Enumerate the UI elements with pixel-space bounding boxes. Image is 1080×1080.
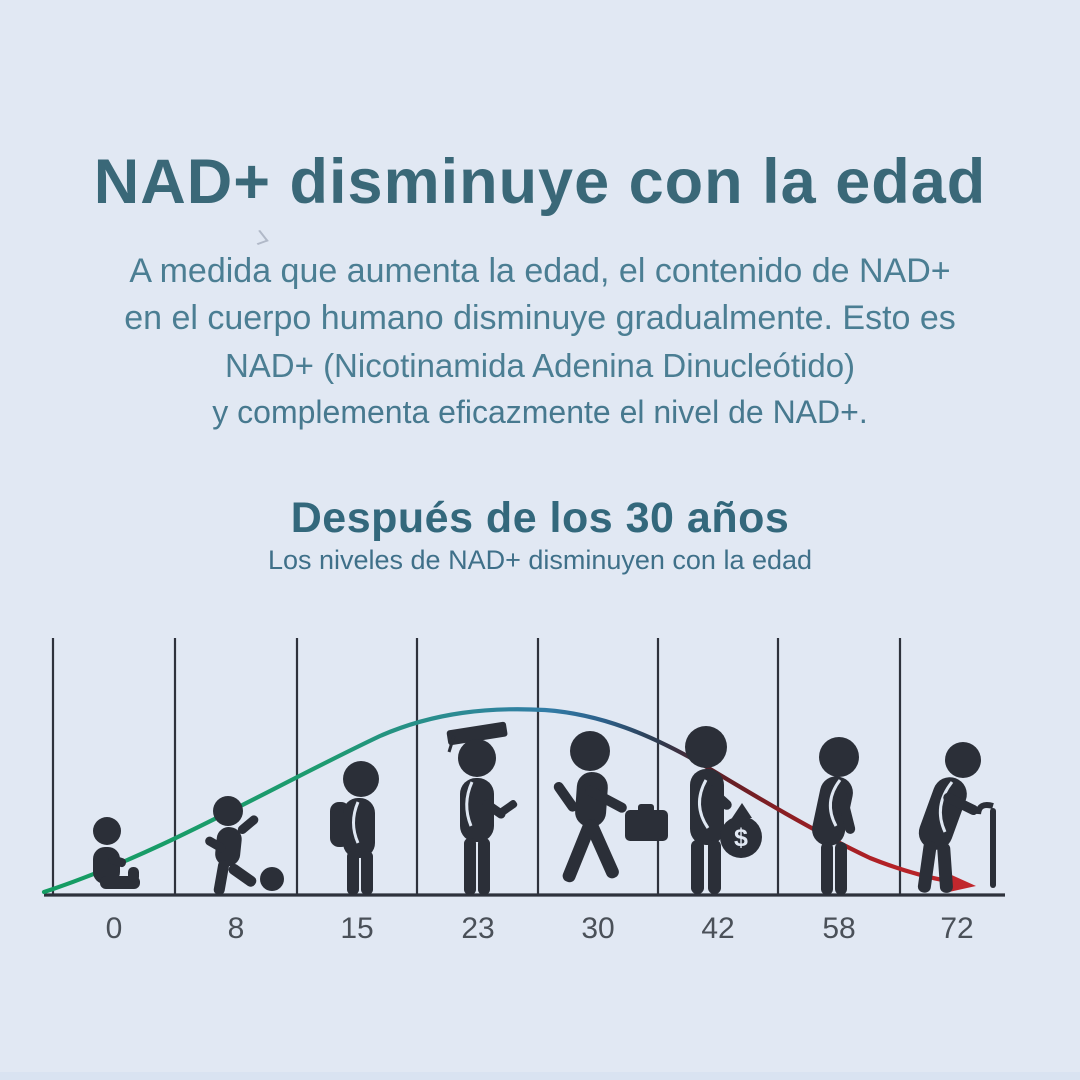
- stray-pen-mark: [249, 230, 269, 245]
- intro-line-1: A medida que aumenta la edad, el conteni…: [129, 252, 951, 290]
- age-tick-label: 42: [701, 912, 735, 945]
- man-money-bag-icon: $: [685, 726, 762, 894]
- elderly-cane-icon: [917, 742, 996, 893]
- intro-line-4: y complementa eficazmente el nivel de NA…: [212, 394, 868, 430]
- teen-backpack-icon: [330, 761, 379, 895]
- age-tick-label: 8: [227, 912, 245, 945]
- section-heading: Después de los 30 años: [290, 494, 790, 542]
- baby-sitting-icon: [93, 817, 140, 889]
- bottom-edge-band: [0, 1072, 1080, 1080]
- nad-level-curve: [41, 707, 951, 895]
- section-subheading: Los niveles de NAD+ disminuyen con la ed…: [267, 545, 813, 575]
- adult-briefcase-icon: [553, 731, 668, 883]
- page-title: NAD+ disminuye con la edad: [93, 147, 987, 218]
- age-tick-label: 15: [340, 912, 374, 945]
- intro-paragraph: A medida que aumenta la edad, el conteni…: [0, 248, 1080, 436]
- intro-line-2: en el cuerpo humano disminuye gradualmen…: [124, 299, 956, 337]
- nad-age-chart: $: [40, 630, 1040, 970]
- age-tick-label: 30: [581, 912, 615, 945]
- chart-svg: $: [41, 638, 1005, 897]
- graduate-icon: [446, 721, 518, 895]
- older-man-icon: [812, 737, 859, 895]
- age-tick-label: 0: [105, 912, 123, 945]
- chart-grid-lines: [51, 638, 902, 895]
- age-tick-label: 23: [461, 912, 495, 945]
- age-tick-label: 58: [822, 912, 856, 945]
- age-tick-label: 72: [940, 912, 974, 945]
- child-playing-ball-icon: [205, 796, 284, 895]
- intro-line-3: NAD+ (Nicotinamida Adenina Dinucleótido): [224, 347, 856, 384]
- life-stage-figures: $: [93, 721, 996, 895]
- dollar-sign-icon: $: [734, 824, 748, 852]
